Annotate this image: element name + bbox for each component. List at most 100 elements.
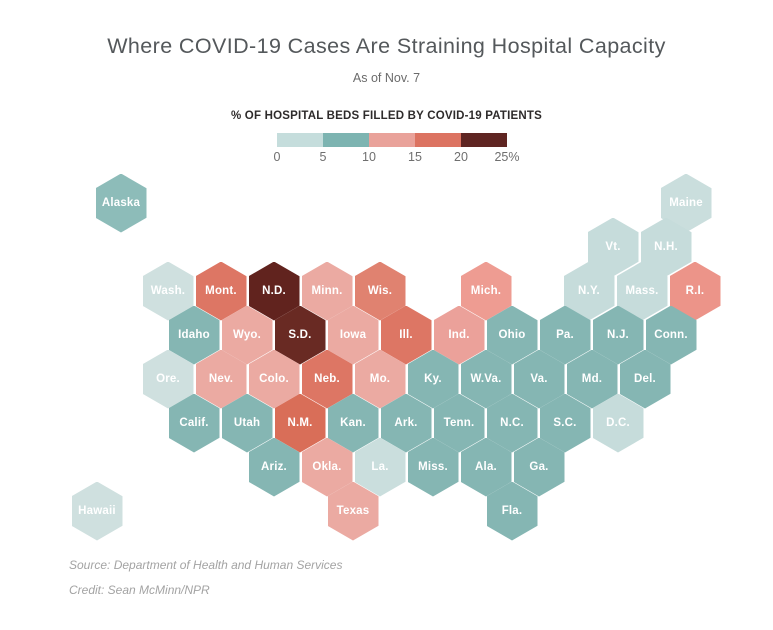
state-label: Conn. [654, 329, 688, 341]
state-label: Ind. [448, 329, 470, 341]
state-hex-conn[interactable]: Conn. [645, 305, 697, 365]
legend-segment-15-20 [415, 133, 461, 147]
state-hex-ill[interactable]: Ill. [380, 305, 432, 365]
state-hex-wis[interactable]: Wis. [354, 261, 406, 321]
legend-tick-0: 0 [273, 150, 281, 164]
state-label: Mass. [625, 285, 659, 297]
state-label: N.Y. [578, 285, 600, 297]
state-label: Fla. [501, 505, 523, 517]
state-label: Ala. [475, 461, 497, 473]
legend-color-scale [277, 133, 507, 147]
state-hex-nj[interactable]: N.J. [592, 305, 644, 365]
state-hex-iowa[interactable]: Iowa [327, 305, 379, 365]
state-label: Calif. [179, 417, 209, 429]
state-hex-sd[interactable]: S.D. [274, 305, 326, 365]
state-hex-ala[interactable]: Ala. [460, 437, 512, 497]
state-hex-nev[interactable]: Nev. [195, 349, 247, 409]
state-label: Ark. [394, 417, 418, 429]
state-label: La. [371, 461, 389, 473]
legend-tick-labels: 0 5 10 15 20 25% [273, 150, 520, 166]
state-hex-mont[interactable]: Mont. [195, 261, 247, 321]
state-hex-tenn[interactable]: Tenn. [433, 393, 485, 453]
state-hex-idaho[interactable]: Idaho [168, 305, 220, 365]
state-hex-la[interactable]: La. [354, 437, 406, 497]
legend-tick-5: 5 [319, 150, 327, 164]
state-hex-mich[interactable]: Mich. [460, 261, 512, 321]
state-hex-nc[interactable]: N.C. [486, 393, 538, 453]
state-hex-utah[interactable]: Utah [221, 393, 273, 453]
state-hex-ky[interactable]: Ky. [407, 349, 459, 409]
state-hex-wyo[interactable]: Wyo. [221, 305, 273, 365]
state-label: Pa. [556, 329, 574, 341]
legend-tick-20: 20 [454, 150, 468, 164]
state-label: Ill. [399, 329, 413, 341]
state-hex-va[interactable]: Va. [513, 349, 565, 409]
state-hex-miss[interactable]: Miss. [407, 437, 459, 497]
state-label: Ore. [156, 373, 180, 385]
state-hex-ga[interactable]: Ga. [513, 437, 565, 497]
state-hex-ariz[interactable]: Ariz. [248, 437, 300, 497]
state-hex-wash[interactable]: Wash. [142, 261, 194, 321]
source-attribution: Source: Department of Health and Human S… [69, 558, 343, 572]
state-label: Minn. [311, 285, 343, 297]
state-hex-minn[interactable]: Minn. [301, 261, 353, 321]
state-label: Del. [634, 373, 656, 385]
state-hex-mo[interactable]: Mo. [354, 349, 406, 409]
state-label: Kan. [340, 417, 366, 429]
state-label: N.D. [262, 285, 286, 297]
state-hex-wva[interactable]: W.Va. [460, 349, 512, 409]
state-hex-okla[interactable]: Okla. [301, 437, 353, 497]
state-label: S.C. [553, 417, 577, 429]
state-label: Ga. [529, 461, 549, 473]
state-hex-pa[interactable]: Pa. [539, 305, 591, 365]
state-label: Miss. [418, 461, 448, 473]
state-label: Ariz. [261, 461, 287, 473]
state-hex-ark[interactable]: Ark. [380, 393, 432, 453]
state-label: R.I. [685, 285, 705, 297]
chart-subtitle-date: As of Nov. 7 [352, 71, 421, 85]
state-label: N.J. [607, 329, 629, 341]
state-label: Wis. [367, 285, 393, 297]
state-hex-dc[interactable]: D.C. [592, 393, 644, 453]
state-label: Md. [581, 373, 603, 385]
legend-segment-5-10 [323, 133, 369, 147]
legend-tick-15: 15 [408, 150, 422, 164]
state-hex-calif[interactable]: Calif. [168, 393, 220, 453]
state-label: Iowa [339, 329, 367, 341]
state-label: Colo. [259, 373, 289, 385]
legend-title: % OF HOSPITAL BEDS FILLED BY COVID-19 PA… [230, 110, 542, 122]
legend-segment-10-15 [369, 133, 415, 147]
state-hex-nd[interactable]: N.D. [248, 261, 300, 321]
legend-segment-20-25 [461, 133, 507, 147]
state-hex-nm[interactable]: N.M. [274, 393, 326, 453]
state-hex-neb[interactable]: Neb. [301, 349, 353, 409]
state-hex-ohio[interactable]: Ohio [486, 305, 538, 365]
state-label: Alaska [101, 197, 141, 209]
legend-tick-25pct: 25% [494, 150, 520, 164]
state-label: Va. [530, 373, 548, 385]
state-hex-alaska[interactable]: Alaska [95, 173, 147, 233]
state-hex-sc[interactable]: S.C. [539, 393, 591, 453]
state-label: Wyo. [232, 329, 262, 341]
state-label: Nev. [208, 373, 234, 385]
state-label: Texas [336, 505, 370, 517]
state-label: Okla. [312, 461, 342, 473]
state-label: Mo. [369, 373, 391, 385]
state-label: Hawaii [78, 505, 116, 517]
state-hex-del[interactable]: Del. [619, 349, 671, 409]
state-label: Vt. [605, 241, 621, 253]
state-hex-hawaii[interactable]: Hawaii [71, 481, 123, 541]
credit-attribution: Credit: Sean McMinn/NPR [69, 583, 210, 597]
state-label: N.H. [654, 241, 678, 253]
state-hex-md[interactable]: Md. [566, 349, 618, 409]
state-hex-ind[interactable]: Ind. [433, 305, 485, 365]
state-label: Ohio [498, 329, 526, 341]
state-hex-ore[interactable]: Ore. [142, 349, 194, 409]
state-hex-kan[interactable]: Kan. [327, 393, 379, 453]
state-hex-colo[interactable]: Colo. [248, 349, 300, 409]
state-label: Neb. [314, 373, 340, 385]
page-title: Where COVID-19 Cases Are Straining Hospi… [107, 34, 666, 58]
state-label: Ky. [424, 373, 442, 385]
state-label: W.Va. [470, 373, 502, 385]
